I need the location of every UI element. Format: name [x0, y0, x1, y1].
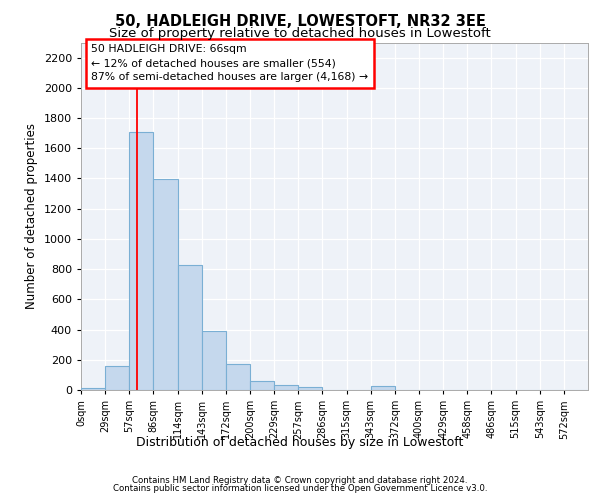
Bar	[371, 386, 395, 390]
Text: 50, HADLEIGH DRIVE, LOWESTOFT, NR32 3EE: 50, HADLEIGH DRIVE, LOWESTOFT, NR32 3EE	[115, 14, 485, 29]
Bar	[202, 331, 226, 390]
Bar	[81, 388, 105, 390]
Bar	[105, 366, 129, 390]
Bar	[226, 364, 250, 390]
Bar	[178, 264, 202, 390]
Text: Distribution of detached houses by size in Lowestoft: Distribution of detached houses by size …	[136, 436, 464, 449]
Bar	[154, 179, 178, 390]
Bar	[274, 386, 298, 390]
Text: 50 HADLEIGH DRIVE: 66sqm
← 12% of detached houses are smaller (554)
87% of semi-: 50 HADLEIGH DRIVE: 66sqm ← 12% of detach…	[91, 44, 368, 82]
Bar	[129, 132, 154, 390]
Text: Contains public sector information licensed under the Open Government Licence v3: Contains public sector information licen…	[113, 484, 487, 493]
Text: Contains HM Land Registry data © Crown copyright and database right 2024.: Contains HM Land Registry data © Crown c…	[132, 476, 468, 485]
Y-axis label: Number of detached properties: Number of detached properties	[25, 123, 38, 309]
Bar	[250, 381, 274, 390]
Text: Size of property relative to detached houses in Lowestoft: Size of property relative to detached ho…	[109, 28, 491, 40]
Bar	[298, 387, 322, 390]
